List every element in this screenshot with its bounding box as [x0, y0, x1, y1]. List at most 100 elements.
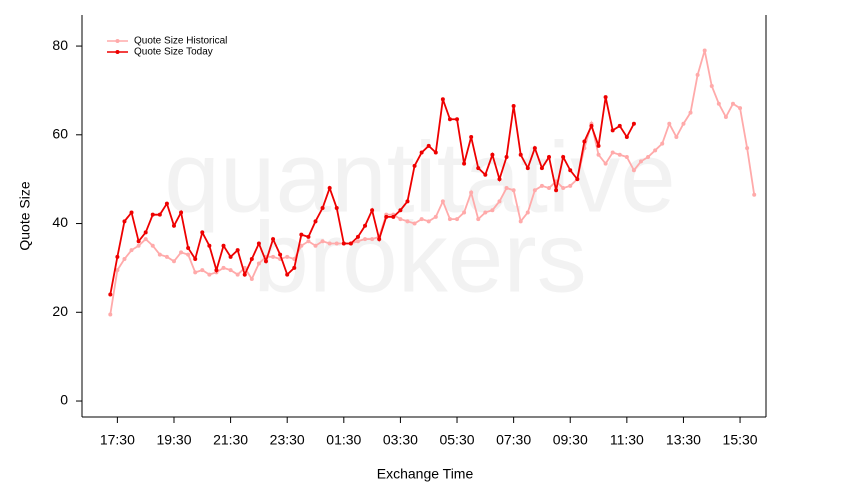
series-point: [603, 161, 608, 166]
series-point: [532, 146, 537, 151]
series-point: [108, 312, 113, 317]
series-point: [476, 217, 481, 222]
series-point: [554, 188, 559, 193]
series-point: [313, 243, 318, 248]
series-point: [589, 123, 594, 128]
series-point: [617, 123, 622, 128]
x-tick-label: 19:30: [156, 432, 191, 448]
series-point: [348, 241, 353, 246]
series-point: [653, 148, 658, 153]
series-point: [278, 252, 283, 257]
series-point: [164, 254, 169, 259]
series-point: [447, 217, 452, 222]
y-tick-label: 60: [52, 126, 68, 142]
series-point: [200, 268, 205, 273]
series-point: [242, 272, 247, 277]
series-point: [617, 152, 622, 157]
series-point: [547, 186, 552, 191]
series-point: [440, 199, 445, 204]
series-point: [561, 186, 566, 191]
series-point: [561, 154, 566, 159]
series-point: [518, 152, 523, 157]
series-point: [228, 268, 233, 273]
series-point: [136, 243, 141, 248]
series-point: [193, 257, 198, 262]
series-point: [497, 199, 502, 204]
series-point: [129, 210, 134, 215]
series-point: [299, 243, 304, 248]
series-point: [638, 159, 643, 164]
series-point: [660, 141, 665, 146]
series-point: [624, 154, 629, 159]
series-point: [235, 248, 240, 253]
series-point: [631, 121, 636, 126]
series-point: [200, 230, 205, 235]
series-point: [334, 206, 339, 211]
series-point: [398, 208, 403, 213]
series-point: [285, 272, 290, 277]
series-point: [730, 101, 735, 106]
series-point: [525, 166, 530, 171]
series-point: [624, 135, 629, 140]
series-point: [327, 186, 332, 191]
series-point: [582, 139, 587, 144]
series-point: [285, 254, 290, 259]
series-point: [455, 117, 460, 122]
x-tick-label: 23:30: [270, 432, 305, 448]
series-point: [249, 257, 254, 262]
series-point: [164, 201, 169, 206]
series-point: [108, 292, 113, 297]
legend-label: Quote Size Today: [134, 47, 213, 58]
series-point: [681, 121, 686, 126]
series-point: [667, 121, 672, 126]
series-point: [518, 219, 523, 224]
series-point: [115, 254, 120, 259]
watermark: quantitative: [164, 121, 675, 233]
series-point: [596, 143, 601, 148]
series-point: [186, 245, 191, 250]
series-point: [249, 277, 254, 282]
series-point: [207, 272, 212, 277]
series-point: [405, 199, 410, 204]
series-point: [426, 219, 431, 224]
series-point: [412, 221, 417, 226]
series-point: [306, 239, 311, 244]
series-point: [525, 210, 530, 215]
series-point: [433, 150, 438, 155]
series-point: [150, 212, 155, 217]
y-axis-label: Quote Size: [17, 181, 33, 250]
series-point: [455, 217, 460, 222]
series-point: [511, 188, 516, 193]
x-tick-label: 13:30: [666, 432, 701, 448]
series-point: [568, 168, 573, 173]
series-point: [695, 72, 700, 77]
series-point: [738, 106, 743, 111]
series-point: [504, 186, 509, 191]
series-point: [723, 115, 728, 120]
x-tick-label: 03:30: [383, 432, 418, 448]
series-point: [271, 254, 276, 259]
series-point: [150, 243, 155, 248]
series-point: [469, 190, 474, 195]
series-point: [157, 252, 162, 257]
x-tick-label: 21:30: [213, 432, 248, 448]
series-point: [596, 152, 601, 157]
series-point: [235, 272, 240, 277]
series-point: [511, 103, 516, 108]
series-point: [412, 163, 417, 168]
series-point: [462, 210, 467, 215]
series-point: [483, 210, 488, 215]
x-tick-label: 11:30: [610, 432, 644, 448]
x-tick-label: 17:30: [100, 432, 135, 448]
series-point: [539, 183, 544, 188]
series-point: [363, 237, 368, 242]
series-point: [398, 217, 403, 222]
series-point: [179, 250, 184, 255]
series-point: [256, 261, 261, 266]
series-point: [221, 243, 226, 248]
series-point: [341, 241, 346, 246]
series-point: [370, 208, 375, 213]
series-point: [320, 239, 325, 244]
series-point: [221, 265, 226, 270]
